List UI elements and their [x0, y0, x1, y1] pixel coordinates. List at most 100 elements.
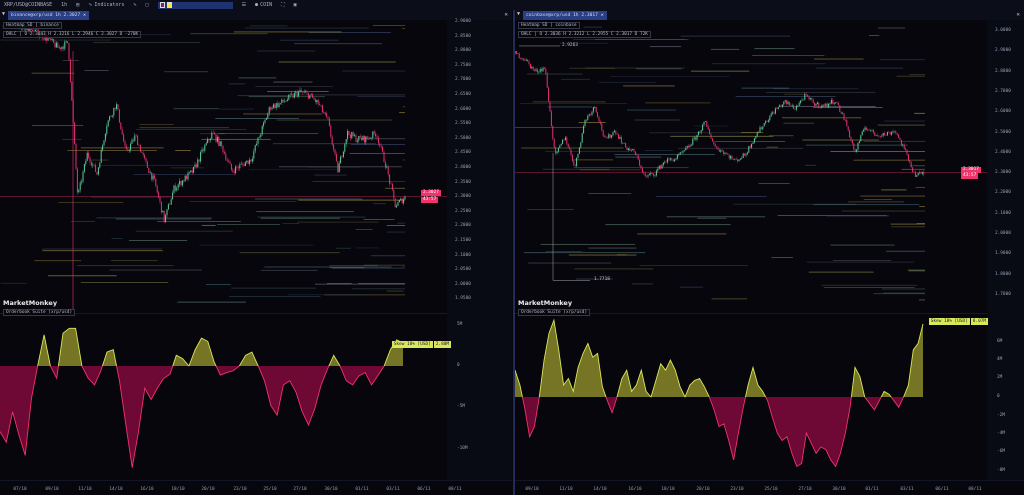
candle	[184, 175, 186, 182]
heatmap-level	[58, 202, 124, 203]
candle	[734, 159, 736, 160]
chart-tab[interactable]: binance@xrp/usd 1h 2.3027 ✕	[8, 10, 89, 20]
candle	[158, 192, 160, 198]
candle	[518, 53, 520, 59]
oscillator-tick-label: 5M	[457, 322, 463, 327]
heatmap-level	[572, 159, 614, 161]
heatmap-legend[interactable]: Heatmap SD | binance	[3, 22, 62, 29]
tab-label: binance@xrp/usd 1h 2.3027	[11, 12, 81, 18]
oscillator-legend[interactable]: Orderbook Suite (xrp/usd)	[3, 309, 76, 316]
candle	[51, 39, 53, 40]
panel-close-icon[interactable]: ✕	[504, 11, 508, 18]
heatmap-level	[217, 224, 281, 226]
heatmap-level	[841, 210, 925, 212]
heatmap-level	[881, 189, 907, 191]
candle	[281, 99, 283, 103]
oscillator-legend[interactable]: Orderbook Suite (xrp/usd)	[518, 309, 591, 316]
candle	[916, 175, 918, 177]
candle	[103, 140, 105, 146]
tab-close-icon[interactable]: ✕	[600, 12, 604, 18]
camera-icon[interactable]: ▣	[293, 2, 297, 8]
heatmap-level	[879, 59, 925, 61]
candle	[149, 172, 151, 174]
candle-countdown: 43:57	[961, 173, 979, 180]
candle	[67, 41, 69, 44]
candle	[739, 158, 741, 160]
chart-canvas[interactable]	[0, 10, 512, 495]
candle	[338, 163, 340, 173]
indicators-button[interactable]: ∿ Indicators	[88, 2, 124, 8]
skew-negative-area	[0, 366, 403, 468]
candle	[578, 147, 580, 154]
candle	[664, 161, 666, 163]
filter-icon[interactable]: ▼	[517, 11, 521, 17]
heatmap-level	[352, 288, 405, 290]
time-tick-label: 11/10	[78, 487, 92, 492]
candles-icon[interactable]: ▤	[76, 2, 80, 8]
time-tick-label: 03/11	[386, 487, 400, 492]
heatmap-level	[386, 290, 404, 292]
candle	[821, 106, 823, 108]
heatmap-level	[802, 139, 880, 141]
candle	[640, 165, 642, 169]
candle	[672, 159, 674, 162]
heatmap-level	[610, 75, 730, 77]
heatmap-legend[interactable]: Heatmap SD | coinbase	[518, 22, 580, 29]
time-tick-label: 16/10	[140, 487, 154, 492]
candle	[718, 149, 720, 152]
candle	[798, 102, 800, 106]
candle	[563, 139, 565, 141]
candle	[172, 192, 174, 200]
candle	[867, 129, 869, 131]
time-axis[interactable]: 09/10 11/10 14/10 16/10 18/10 20/10 23/10 25/10…	[515, 480, 1024, 495]
candle	[874, 132, 876, 136]
color-swatch-yellow[interactable]	[166, 2, 172, 8]
heatmap-level	[257, 216, 366, 218]
chart-canvas[interactable]	[515, 10, 1024, 495]
candle	[865, 127, 867, 130]
folder-icon[interactable]: □	[145, 2, 149, 8]
candle	[30, 28, 32, 31]
candle	[906, 149, 908, 155]
candle	[619, 137, 621, 139]
candle	[197, 159, 199, 168]
candle	[394, 198, 396, 208]
heatmap-level	[568, 254, 637, 256]
heatmap-level	[635, 68, 682, 70]
fullscreen-icon[interactable]: ⛶	[281, 2, 285, 8]
panel-close-icon[interactable]: ✕	[1016, 11, 1020, 18]
candle	[669, 158, 671, 160]
heatmap-level	[574, 268, 654, 270]
color-palette[interactable]	[157, 1, 233, 9]
candle	[237, 167, 239, 169]
grid-icon[interactable]: ☰	[241, 2, 247, 8]
heatmap-level	[111, 260, 158, 262]
time-axis[interactable]: 07/10 09/10 11/10 14/10 16/10 18/10 20/10 23/10…	[0, 480, 512, 495]
exchange-button[interactable]: ● COIN	[255, 2, 272, 8]
candle	[557, 147, 559, 152]
candle	[298, 91, 300, 97]
tab-close-icon[interactable]: ✕	[83, 12, 86, 18]
candle	[612, 132, 614, 136]
candle	[292, 94, 294, 98]
pane-separator	[0, 313, 447, 314]
candle	[543, 67, 545, 69]
heatmap-level	[752, 55, 825, 56]
heatmap-level	[545, 250, 582, 252]
candle	[272, 104, 274, 108]
filter-icon[interactable]: ▼	[2, 11, 6, 17]
chart-tab[interactable]: coinbase@xrp/usd 1h 2.3017 ✕	[523, 10, 607, 20]
pencil-icon[interactable]: ✎	[133, 2, 137, 8]
interval-selector[interactable]: 1h	[61, 2, 68, 8]
candle	[113, 107, 115, 116]
heatmap-level	[314, 283, 405, 285]
heatmap-level	[823, 287, 915, 288]
candle	[808, 96, 810, 100]
candle	[545, 68, 547, 74]
symbol-selector[interactable]: XRP/USD@COINBASE	[4, 2, 53, 8]
heatmap-level	[133, 174, 234, 175]
heatmap-level	[324, 294, 405, 296]
color-swatch-purple[interactable]	[159, 2, 165, 8]
candle	[397, 202, 399, 206]
heatmap-level	[679, 286, 704, 288]
